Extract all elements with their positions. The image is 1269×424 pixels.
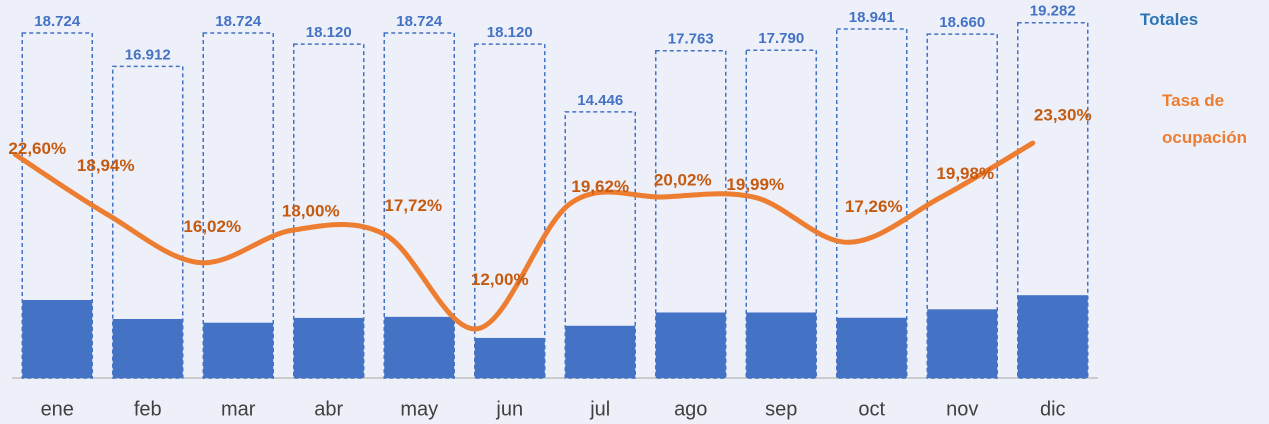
- x-tick-label: nov: [946, 398, 978, 420]
- total-label: 17.763: [668, 31, 714, 48]
- total-label: 19.282: [1030, 3, 1076, 20]
- total-label: 18.941: [849, 9, 895, 26]
- rate-label: 16,02%: [183, 217, 241, 236]
- total-bar: [112, 65, 184, 379]
- rate-label: 17,72%: [384, 196, 442, 215]
- occupied-bar: [293, 317, 364, 378]
- total-bar: [1017, 21, 1089, 379]
- occupied-bar: [112, 318, 183, 378]
- rate-label: 18,00%: [282, 202, 340, 221]
- total-bar: [564, 111, 636, 379]
- total-bar: [21, 32, 93, 379]
- total-label: 18.724: [34, 13, 81, 30]
- total-label: 17.790: [758, 30, 804, 47]
- x-tick-label: may: [400, 398, 438, 420]
- x-tick-label: feb: [134, 398, 162, 420]
- total-bar: [836, 28, 908, 379]
- total-label: 18.660: [939, 14, 985, 31]
- total-label: 18.120: [306, 24, 352, 41]
- rate-label: 23,30%: [1034, 106, 1092, 125]
- rate-line: [12, 140, 1036, 332]
- total-bar: [474, 43, 546, 379]
- total-label: 14.446: [577, 92, 623, 109]
- occupied-bar: [655, 312, 726, 378]
- occupied-bar: [927, 309, 998, 378]
- x-tick-label: jun: [495, 398, 523, 420]
- rate-label: 18,94%: [77, 156, 135, 175]
- legend-tasa: Tasa de ocupación: [1162, 91, 1248, 147]
- rate-label: 19,62%: [571, 177, 629, 196]
- occupied-bar: [22, 300, 93, 378]
- total-bar: [293, 43, 365, 379]
- total-label: 18.120: [487, 24, 533, 41]
- total-bar: [202, 32, 274, 379]
- total-bar: [383, 32, 455, 379]
- total-bar: [745, 49, 817, 379]
- rate-label: 12,00%: [471, 270, 529, 289]
- x-tick-label: abr: [314, 398, 343, 420]
- total-bar: [926, 33, 998, 379]
- rate-label: 20,02%: [654, 170, 712, 189]
- occupied-bar: [565, 325, 636, 378]
- x-tick-label: mar: [221, 398, 256, 420]
- x-tick-label: sep: [765, 398, 797, 420]
- x-tick-label: ago: [674, 398, 707, 420]
- x-tick-label: dic: [1040, 398, 1066, 420]
- occupied-bar: [836, 317, 907, 378]
- occupied-bar: [384, 316, 455, 378]
- rate-label: 19,98%: [936, 164, 994, 183]
- total-label: 18.724: [396, 13, 443, 30]
- x-tick-label: jul: [589, 398, 610, 420]
- x-tick-label: ene: [41, 398, 74, 420]
- occupied-bar: [203, 322, 274, 378]
- rate-label: 19,99%: [726, 175, 784, 194]
- rate-label: 17,26%: [845, 197, 903, 216]
- legend-totales: Totales: [1140, 10, 1199, 29]
- total-bar: [655, 49, 727, 379]
- occupied-bar: [1017, 295, 1088, 378]
- occupied-bar: [474, 337, 545, 378]
- total-label: 16.912: [125, 46, 171, 63]
- x-tick-label: oct: [858, 398, 885, 420]
- occupied-bar: [746, 312, 817, 378]
- rate-label: 22,60%: [8, 139, 66, 158]
- total-label: 18.724: [215, 13, 262, 30]
